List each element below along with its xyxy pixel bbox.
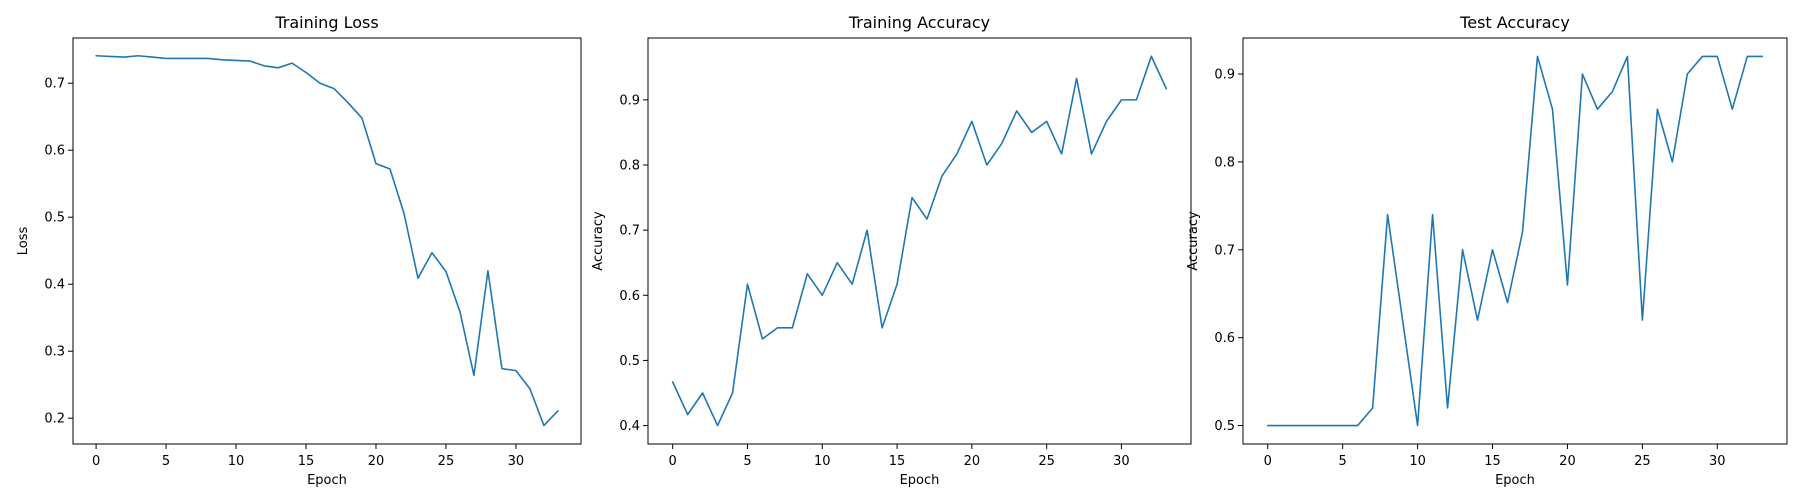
y-tick-label: 0.3 bbox=[44, 345, 65, 360]
x-tick-label: 0 bbox=[669, 454, 677, 469]
y-tick-label: 0.7 bbox=[1214, 243, 1235, 258]
y-tick-label: 0.4 bbox=[44, 278, 65, 293]
x-tick-label: 30 bbox=[1113, 454, 1130, 469]
series-line bbox=[671, 55, 1168, 427]
x-tick-label: 5 bbox=[743, 454, 751, 469]
plot-frame bbox=[647, 37, 1192, 445]
x-tick-label: 20 bbox=[368, 454, 385, 469]
chart-panel-1: 0 5 10 15 20 25 30 0.2 0.3 0.4 0.5 0.6 0.7 Training L… bbox=[16, 13, 582, 488]
chart-panel-2: 0 5 10 15 20 25 30 0.4 0.5 0.6 0.7 0.8 0.9 Training A… bbox=[591, 13, 1192, 488]
y-tick-label: 0.8 bbox=[1214, 155, 1235, 170]
y-tick-label: 0.8 bbox=[619, 159, 640, 174]
x-tick-label: 30 bbox=[508, 454, 525, 469]
x-tick-label: 15 bbox=[1484, 454, 1501, 469]
chart-title: Training Accuracy bbox=[848, 13, 990, 32]
series-line bbox=[95, 54, 559, 427]
y-tick-label: 0.9 bbox=[619, 93, 640, 108]
x-axis-label: Epoch bbox=[900, 473, 940, 488]
chart-title: Test Accuracy bbox=[1459, 13, 1570, 32]
x-tick-label: 20 bbox=[1559, 454, 1576, 469]
x-tick-label: 15 bbox=[889, 454, 906, 469]
y-tick-label: 0.6 bbox=[44, 144, 65, 159]
y-tick-label: 0.2 bbox=[44, 412, 65, 427]
x-tick-label: 10 bbox=[814, 454, 831, 469]
x-axis-label: Epoch bbox=[307, 473, 347, 488]
x-tick-label: 15 bbox=[298, 454, 315, 469]
y-tick-label: 0.6 bbox=[619, 289, 640, 304]
y-tick-label: 0.6 bbox=[1214, 331, 1235, 346]
y-axis-label: Accuracy bbox=[591, 211, 606, 271]
x-tick-label: 20 bbox=[964, 454, 981, 469]
y-tick-label: 0.7 bbox=[44, 77, 65, 92]
x-tick-label: 25 bbox=[1634, 454, 1651, 469]
y-tick-label: 0.4 bbox=[619, 419, 640, 434]
x-tick-label: 5 bbox=[162, 454, 170, 469]
x-tick-label: 30 bbox=[1709, 454, 1726, 469]
x-tick-label: 0 bbox=[92, 454, 100, 469]
x-tick-label: 25 bbox=[438, 454, 455, 469]
y-tick-label: 0.9 bbox=[1214, 68, 1235, 83]
x-axis-label: Epoch bbox=[1495, 473, 1535, 488]
x-tick-label: 10 bbox=[1409, 454, 1426, 469]
x-tick-label: 25 bbox=[1038, 454, 1055, 469]
chart-panel-3: 0 5 10 15 20 25 30 0.5 0.6 0.7 0.8 0.9 Test Accuracy… bbox=[1186, 13, 1788, 488]
plot-frame bbox=[72, 37, 582, 445]
plot-frame bbox=[1242, 37, 1788, 445]
y-axis-label: Loss bbox=[16, 227, 31, 256]
x-tick-label: 5 bbox=[1339, 454, 1347, 469]
series-line bbox=[1266, 55, 1764, 427]
y-axis-label: Accuracy bbox=[1186, 211, 1201, 271]
chart-title: Training Loss bbox=[274, 13, 378, 32]
y-tick-label: 0.5 bbox=[619, 354, 640, 369]
x-tick-label: 0 bbox=[1264, 454, 1272, 469]
y-tick-label: 0.5 bbox=[1214, 419, 1235, 434]
y-tick-label: 0.5 bbox=[44, 211, 65, 226]
y-tick-label: 0.7 bbox=[619, 224, 640, 239]
x-tick-label: 10 bbox=[228, 454, 245, 469]
